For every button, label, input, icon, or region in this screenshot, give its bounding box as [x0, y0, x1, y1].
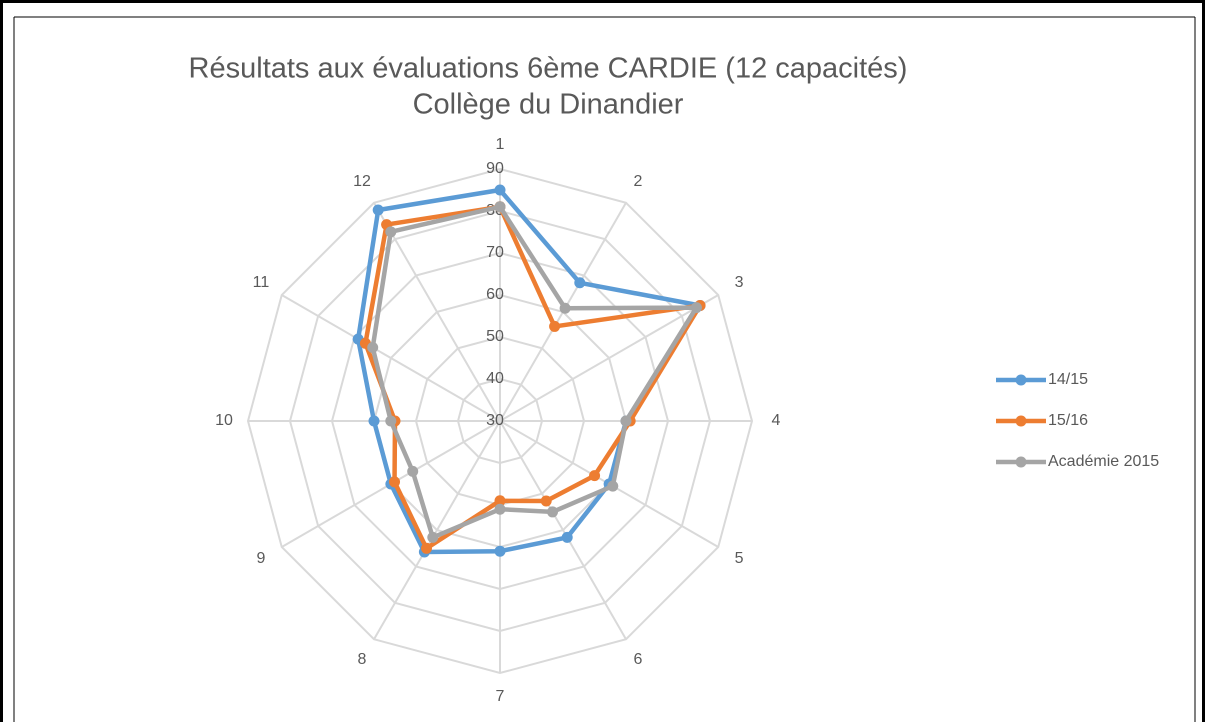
spoke: [499, 420, 627, 640]
legend-label: 14/15: [1048, 371, 1088, 388]
data-point: [427, 531, 439, 543]
category-label: 4: [772, 412, 781, 429]
data-point: [367, 342, 379, 353]
category-label: 12: [353, 173, 371, 190]
category-label: 2: [634, 173, 643, 190]
spoke: [499, 294, 719, 422]
category-label: 5: [735, 550, 744, 567]
legend-marker: [1015, 456, 1027, 468]
series-line: [370, 204, 699, 540]
category-label: 1: [496, 136, 505, 153]
data-point: [589, 470, 601, 482]
data-point: [494, 495, 506, 507]
data-point: [494, 545, 506, 557]
tick-label: 40: [486, 370, 504, 387]
chart-title: Collège du Dinandier: [413, 89, 684, 121]
data-point: [540, 495, 552, 507]
data-point: [389, 476, 401, 488]
data-point: [372, 204, 384, 216]
data-point: [549, 320, 561, 332]
category-label: 8: [358, 651, 367, 668]
data-point: [690, 302, 702, 314]
tick-label: 30: [486, 412, 504, 429]
spoke: [373, 202, 501, 422]
legend-label: 15/16: [1048, 412, 1088, 429]
chart-title: Résultats aux évaluations 6ème CARDIE (1…: [189, 53, 908, 85]
legend-marker: [1015, 374, 1027, 386]
data-point: [607, 480, 619, 492]
data-point: [547, 506, 558, 518]
spoke: [281, 294, 501, 422]
data-point: [494, 503, 506, 515]
data-point: [574, 277, 586, 289]
data-point: [494, 201, 506, 213]
tick-label: 90: [486, 160, 504, 177]
category-label: 3: [735, 274, 744, 291]
category-label: 9: [257, 550, 266, 567]
data-point: [421, 542, 432, 554]
tick-label: 50: [486, 328, 504, 345]
data-point: [620, 415, 632, 427]
legend-label: Académie 2015: [1048, 453, 1159, 470]
data-point: [559, 302, 571, 314]
data-point: [385, 415, 397, 427]
category-label: 6: [634, 651, 643, 668]
tick-label: 60: [486, 286, 504, 303]
category-label: 10: [215, 412, 233, 429]
legend-marker: [1015, 415, 1027, 427]
data-point: [494, 184, 506, 196]
spoke: [373, 420, 501, 640]
data-point: [368, 415, 380, 427]
category-label: 11: [253, 274, 270, 291]
data-point: [385, 226, 397, 238]
data-point: [561, 531, 573, 543]
category-label: 7: [496, 688, 505, 705]
tick-label: 70: [486, 244, 504, 261]
data-point: [407, 465, 419, 477]
